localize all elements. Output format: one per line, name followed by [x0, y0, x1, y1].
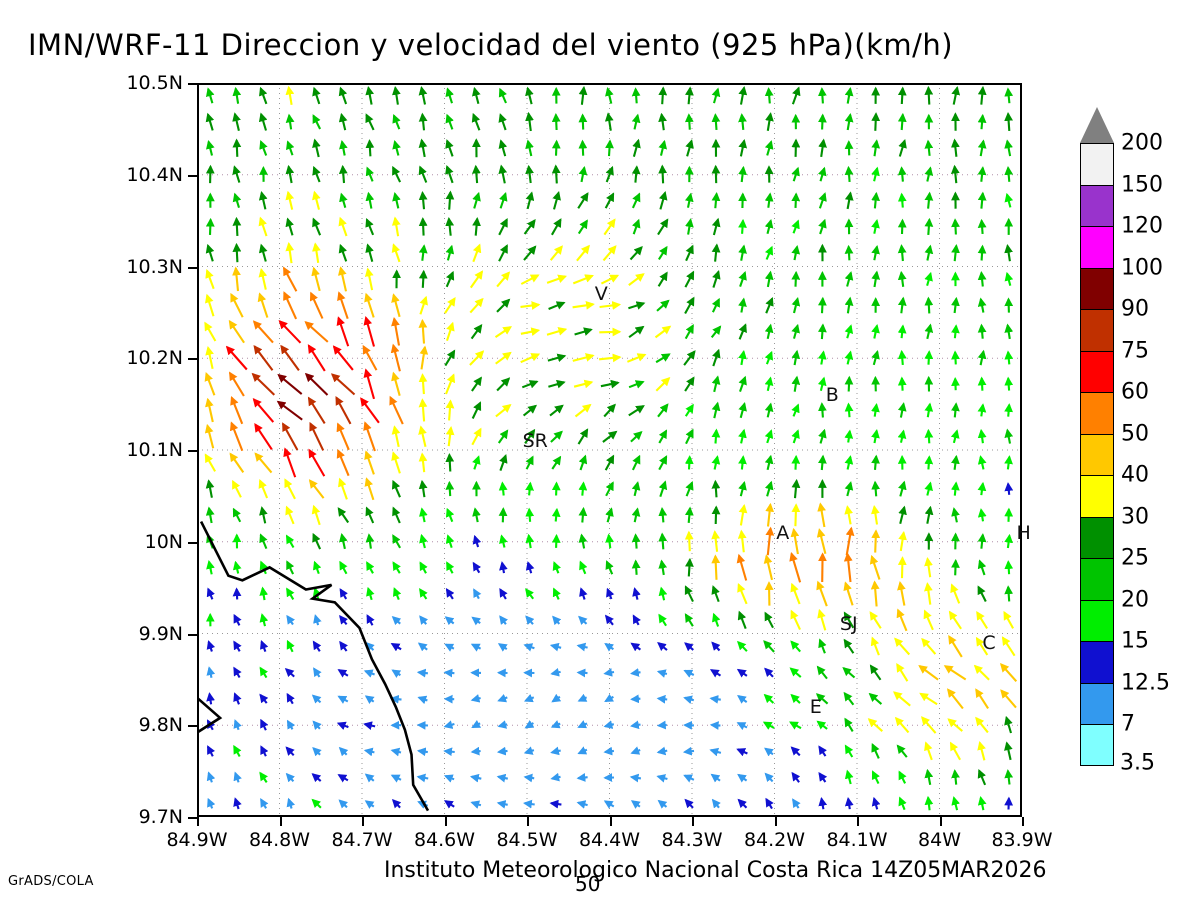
y-tick	[188, 541, 197, 544]
map-label-sr: SR	[522, 429, 548, 452]
colorbar-band: 12.5	[1080, 670, 1170, 724]
x-tick	[692, 817, 694, 826]
map-label-e: E	[809, 695, 822, 718]
x-tick	[1022, 817, 1024, 826]
colorbar-band: 75	[1080, 338, 1149, 392]
colorbar-tick-label: 15	[1121, 628, 1149, 654]
y-tick-label: 10.4N	[126, 163, 183, 186]
map-label-c: C	[982, 631, 996, 654]
colorbar-under-arrow	[1080, 765, 1114, 810]
colorbar-band: 20	[1080, 587, 1149, 641]
x-tick	[857, 817, 859, 826]
colorbar-tick-label: 75	[1121, 337, 1149, 363]
colorbar-cells: 200 150 120 100 90 75 60 50 40 30 25 20 15 12.5 7	[1080, 130, 1170, 766]
x-tick	[444, 817, 447, 826]
y-tick-label: 9.9N	[138, 622, 183, 645]
x-tick	[527, 817, 529, 826]
colorbar-band: 25	[1080, 545, 1149, 600]
x-tick	[279, 817, 282, 826]
x-tick	[609, 817, 612, 826]
colorbar-band: 90	[1080, 296, 1149, 351]
map-label-h: H	[1016, 521, 1031, 544]
colorbar-band: 30	[1080, 504, 1149, 558]
colorbar-tick-label: 12.5	[1121, 669, 1170, 695]
colorbar-tick-label: 100	[1121, 254, 1163, 280]
colorbar-tick-label: 40	[1121, 462, 1149, 488]
colorbar-tick-label: 50	[1121, 420, 1149, 446]
colorbar-band: 7	[1080, 711, 1135, 766]
colorbar-tick-label: 7	[1121, 711, 1135, 737]
colorbar-band: 40	[1080, 462, 1149, 517]
wind-plot	[197, 83, 1022, 817]
plot-frame	[197, 83, 1022, 817]
y-tick-label: 10.1N	[126, 439, 183, 461]
page-title: IMN/WRF-11 Direccion y velocidad del vie…	[28, 28, 954, 62]
colorbar-tick-label: 150	[1121, 171, 1163, 197]
colorbar: 200 150 120 100 90 75 60 50 40 30 25 20 15 12.5 7 3.5	[1080, 107, 1170, 810]
colorbar-tick-label: 90	[1121, 296, 1149, 322]
map-label-sj: SJ	[839, 613, 858, 636]
footer-barb-reference: 50	[575, 872, 601, 896]
colorbar-tick-label: 30	[1121, 503, 1149, 529]
colorbar-band: 50	[1080, 421, 1149, 475]
colorbar-band: 200	[1080, 130, 1163, 185]
x-tick	[197, 817, 199, 826]
x-tick-label: 84.2W	[743, 829, 806, 851]
map-label-v: V	[594, 283, 608, 306]
grads-credit: GrADS/COLA	[8, 874, 94, 889]
y-tick	[188, 174, 197, 177]
coastline	[199, 521, 430, 812]
map-label-a: A	[776, 521, 790, 544]
wind-vector-field	[197, 83, 1022, 817]
coastline	[197, 696, 223, 734]
y-tick-label: 10N	[144, 530, 183, 553]
colorbar-band: 60	[1080, 379, 1149, 434]
x-tick-label: 84.4W	[578, 829, 641, 851]
colorbar-tick-label: 25	[1121, 545, 1149, 571]
wind-arrows	[204, 85, 1018, 811]
colorbar-tick-label: 200	[1121, 130, 1163, 156]
x-tick	[362, 817, 364, 826]
colorbar-tick-label: 20	[1121, 586, 1149, 612]
colorbar-band: 15	[1080, 628, 1149, 683]
colorbar-band: 150	[1080, 172, 1163, 226]
x-tick-label: 84.1W	[826, 829, 888, 851]
y-tick	[188, 633, 197, 636]
footer-institution: Instituto Meteorologico Nacional Costa R…	[384, 858, 1047, 883]
x-tick-label: 84.9W	[166, 829, 228, 851]
x-tick-label: 84W	[918, 829, 961, 851]
x-tick-label: 84.6W	[413, 829, 476, 851]
x-tick-label: 84.8W	[248, 829, 311, 851]
x-tick-label: 84.3W	[661, 829, 723, 851]
colorbar-over-arrow	[1080, 107, 1114, 143]
x-tick-label: 84.7W	[331, 829, 393, 851]
y-tick	[188, 83, 197, 85]
y-tick	[188, 450, 197, 452]
y-tick	[188, 817, 197, 819]
y-tick-label: 9.8N	[138, 714, 183, 737]
y-tick-label: 9.7N	[138, 806, 183, 828]
colorbar-tick-label: 3.5	[1120, 749, 1155, 775]
colorbar-band: 120	[1080, 213, 1163, 268]
y-tick-label: 10.3N	[126, 255, 183, 278]
colorbar-tick-label: 60	[1121, 379, 1149, 405]
y-tick-label: 10.5N	[126, 72, 183, 94]
map-label-b: B	[825, 383, 839, 406]
x-tick	[774, 817, 777, 826]
y-tick	[188, 266, 197, 269]
y-tick	[188, 358, 197, 361]
y-tick	[188, 725, 197, 728]
y-tick-label: 10.2N	[126, 347, 183, 370]
colorbar-tick-label: 120	[1121, 213, 1163, 239]
x-tick	[939, 817, 942, 826]
x-tick-label: 84.5W	[496, 829, 558, 851]
x-tick-label: 83.9W	[991, 829, 1053, 851]
colorbar-band: 100	[1080, 255, 1163, 309]
